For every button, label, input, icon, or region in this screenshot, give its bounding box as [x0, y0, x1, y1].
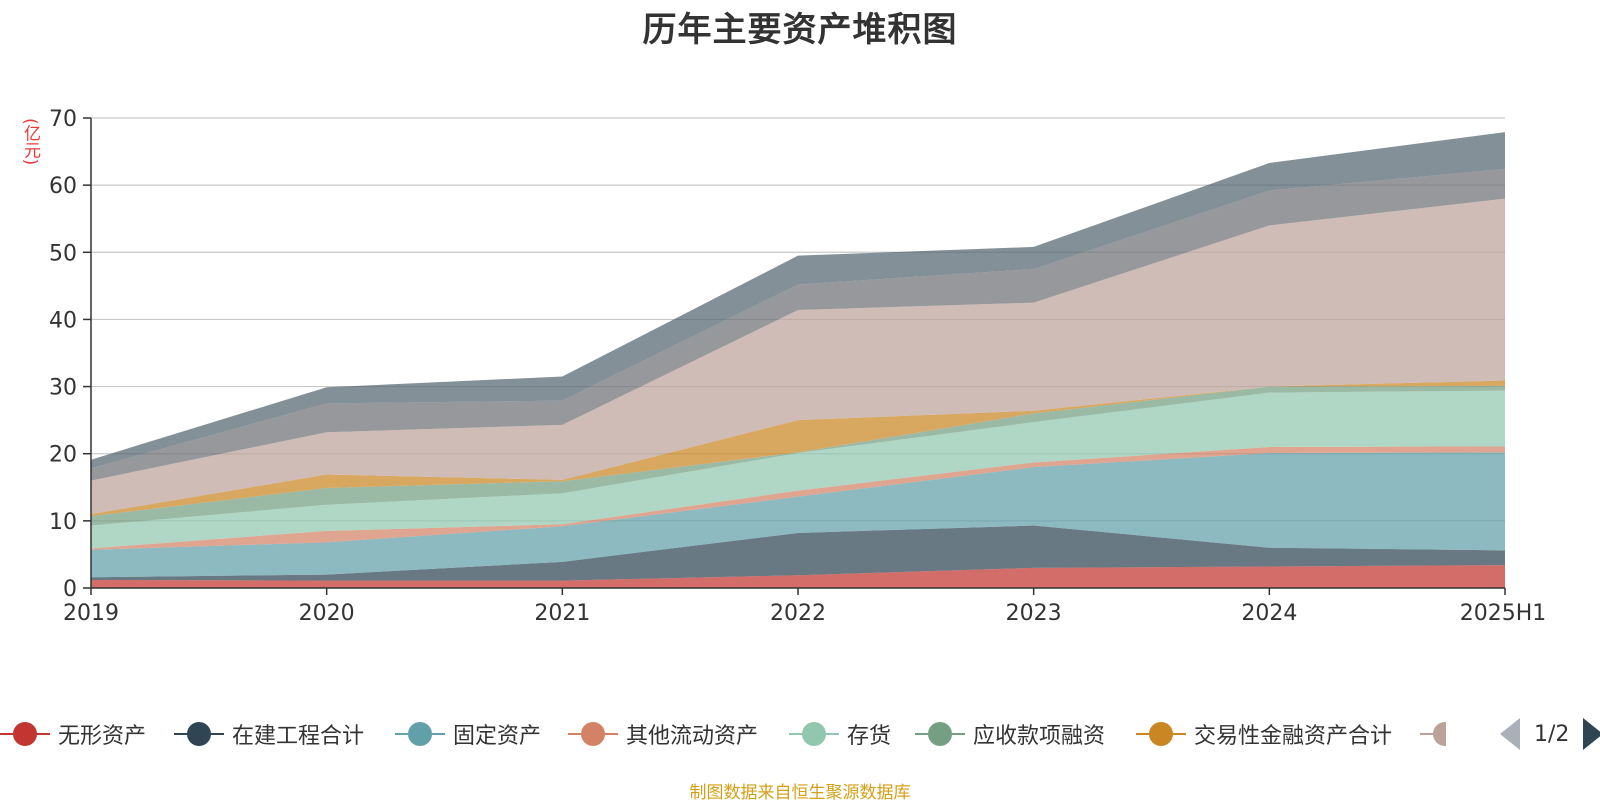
legend: 无形资产 在建工程合计 固定资产 其他流动资产 存货 应收款项融资 交易性金融资产合计: [0, 716, 1600, 752]
legend-label: 固定资产: [453, 724, 542, 749]
y-axis-unit-label: (亿元): [20, 118, 40, 166]
x-tick-label: 2022: [770, 601, 826, 626]
y-tick-label: 40: [49, 308, 77, 333]
legend-swatch-icon: [395, 722, 445, 746]
y-tick-label: 30: [49, 376, 77, 401]
legend-prev-page-icon[interactable]: [1500, 718, 1520, 750]
legend-label: 应收款项融资: [973, 724, 1106, 749]
y-tick-label: 50: [49, 241, 77, 266]
legend-swatch-icon: [915, 722, 965, 746]
area-series-6[interactable]: [91, 380, 1505, 517]
area-series-8[interactable]: [91, 169, 1505, 481]
y-tick-label: 0: [63, 577, 77, 602]
source-note: 制图数据来自恒生聚源数据库: [689, 783, 911, 803]
legend-label: 存货: [847, 724, 892, 749]
x-tick-label: 2025H1: [1460, 601, 1547, 626]
legend-label: 在建工程合计: [232, 724, 365, 749]
area-series-2[interactable]: [91, 452, 1505, 578]
legend-label: 交易性金融资产合计: [1194, 724, 1393, 749]
legend-swatch-icon: [568, 722, 618, 746]
legend-label: 无形资产: [58, 724, 147, 749]
y-tick-label: 70: [49, 107, 77, 132]
legend-swatch-icon: [789, 722, 839, 746]
area-series-5[interactable]: [91, 385, 1505, 526]
legend-item[interactable]: 其他流动资产: [568, 716, 758, 752]
chart-title: 历年主要资产堆积图: [642, 10, 958, 50]
area-series-1[interactable]: [91, 525, 1505, 581]
legend-label: 其他流动资产: [626, 724, 759, 749]
legend-item[interactable]: 固定资产: [395, 716, 541, 752]
legend-item[interactable]: 在建工程合计: [174, 716, 364, 752]
x-tick-label: 2023: [1006, 601, 1062, 626]
legend-item[interactable]: 交易性金融资产合计: [1136, 716, 1392, 752]
area-series-7[interactable]: [91, 198, 1505, 515]
y-tick-label: 10: [49, 510, 77, 535]
legend-swatch-icon: [174, 722, 224, 746]
stacked-area-chart: 0 10 20 30 40 50 60 70 2019 2020 2021 2022 2023 2024 2…: [49, 107, 1546, 626]
area-series-3[interactable]: [91, 446, 1505, 550]
legend-item[interactable]: 无形资产: [0, 716, 146, 752]
area-series-9[interactable]: [91, 132, 1505, 469]
legend-item[interactable]: 应收款项融资: [915, 716, 1105, 752]
legend-page-indicator: 1/2: [1534, 721, 1570, 747]
legend-item[interactable]: 存货: [789, 716, 891, 752]
y-tick-label: 20: [49, 443, 77, 468]
area-series-layer: [91, 132, 1505, 588]
legend-pager: 1/2: [1500, 718, 1600, 750]
legend-swatch-icon: [1420, 722, 1446, 746]
x-tick-label: 2019: [63, 601, 119, 626]
area-series-4[interactable]: [91, 390, 1505, 549]
x-tick-label: 2020: [299, 601, 355, 626]
area-series-0[interactable]: [91, 565, 1505, 588]
legend-next-page-icon[interactable]: [1583, 718, 1600, 750]
legend-swatch-icon: [0, 722, 50, 746]
x-tick-label: 2024: [1241, 601, 1297, 626]
x-tick-label: 2021: [534, 601, 590, 626]
axes: 0 10 20 30 40 50 60 70 2019 2020 2021 2022 2023 2024 2…: [49, 107, 1546, 626]
y-tick-label: 60: [49, 174, 77, 199]
legend-item[interactable]: [1420, 716, 1446, 752]
legend-swatch-icon: [1136, 722, 1186, 746]
